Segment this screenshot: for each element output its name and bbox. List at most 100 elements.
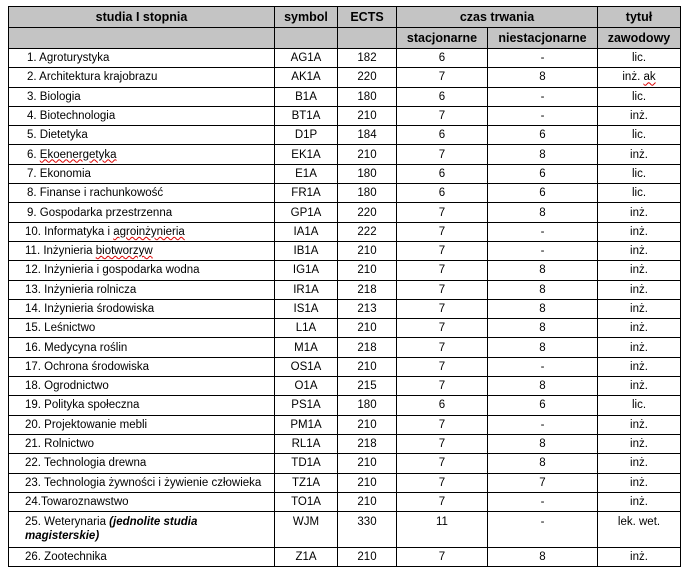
ects-cell: 180	[337, 183, 397, 204]
header-empty	[337, 27, 397, 49]
header-symbol: symbol	[274, 6, 338, 28]
parttime-cell: 6	[487, 163, 598, 185]
parttime-cell: 8	[487, 298, 598, 320]
parttime-cell: 8	[487, 260, 598, 281]
table-row: 24.Towaroznawstwo TO1A 210 7- inż.	[8, 491, 681, 513]
title-cell: inż.	[597, 298, 681, 320]
fulltime-cell: 7	[396, 279, 488, 300]
program-name: 12. Inżynieria i gospodarka wodna	[8, 260, 275, 281]
title-cell: lic.	[597, 163, 681, 185]
header-row-1: studia I stopnia symbol ECTS czas trwani…	[8, 6, 681, 28]
parttime-cell: 6	[487, 395, 598, 416]
symbol-cell: EK1A	[274, 144, 338, 165]
table-row: 20. Projektowanie mebli PM1A 210 7- inż.	[8, 414, 681, 435]
table-row: 17. Ochrona środowiska OS1A 210 7- inż.	[8, 356, 681, 378]
program-name-text: 1. Agroturystyka	[27, 52, 110, 65]
fulltime-cell: 7	[396, 221, 488, 242]
parttime-cell: 8	[487, 67, 598, 88]
symbol-cell: IA1A	[274, 221, 338, 242]
title-cell: inż.	[597, 453, 681, 474]
symbol-cell: E1A	[274, 163, 338, 185]
title-cell: inż.	[597, 376, 681, 397]
table-row: 7. Ekonomia E1A 180 6 6 lic.	[8, 163, 681, 185]
title-cell: inż.	[597, 260, 681, 281]
program-name-text: 16. Medycyna roślin	[25, 341, 128, 354]
symbol-cell: B1A	[274, 86, 338, 107]
table-row: 13. Inżynieria rolnicza IR1A 218 7 8 inż.	[8, 279, 681, 300]
program-name: 4. Biotechnologia	[8, 105, 275, 127]
fulltime-cell: 7	[396, 356, 488, 378]
ects-cell: 222	[337, 221, 397, 242]
parttime-cell: -	[487, 240, 598, 262]
fulltime-cell: 7	[396, 144, 488, 165]
ects-cell: 180	[337, 395, 397, 416]
study-programs-table: studia I stopnia symbol ECTS czas trwani…	[8, 6, 681, 568]
table-row: 21. Rolnictwo RL1A 218 7 8 inż.	[8, 433, 681, 455]
fulltime-cell: 6	[396, 395, 488, 416]
title-cell: inż.	[597, 202, 681, 223]
parttime-cell: 8	[487, 376, 598, 397]
parttime-cell: -	[487, 414, 598, 435]
parttime-cell: 8	[487, 547, 598, 568]
program-name-text: 26. Zootechnika	[25, 551, 107, 564]
program-name: 21. Rolnictwo	[8, 433, 275, 455]
table-row: 9. Gospodarka przestrzenna GP1A 220 7 8 inż.	[8, 202, 681, 223]
program-name: 19. Polityka społeczna	[8, 395, 275, 416]
program-name-text: 4. Biotechnologia	[27, 110, 116, 123]
table-row: 15. Leśnictwo L1A 210 7 8 inż.	[8, 318, 681, 339]
program-name-text: 21. Rolnictwo	[25, 438, 95, 451]
fulltime-cell: 7	[396, 337, 488, 358]
program-name: 13. Inżynieria rolnicza	[8, 279, 275, 300]
parttime-cell: 8	[487, 279, 598, 300]
symbol-cell: RL1A	[274, 433, 338, 455]
program-name-text: 25. Weterynaria	[25, 516, 106, 529]
symbol-cell: M1A	[274, 337, 338, 358]
program-name-text: 22. Technologia drewna	[25, 457, 147, 470]
ects-cell: 210	[337, 144, 397, 165]
symbol-cell: TO1A	[274, 491, 338, 513]
parttime-cell: -	[487, 491, 598, 513]
header-title-bottom: zawodowy	[597, 27, 681, 49]
symbol-cell: O1A	[274, 376, 338, 397]
table-row: 5. Dietetyka D1P 184 6 6 lic.	[8, 125, 681, 146]
symbol-cell: TZ1A	[274, 472, 338, 493]
title-cell: inż.	[597, 337, 681, 358]
title-cell: inż.	[597, 547, 681, 568]
table-row: 4. Biotechnologia BT1A 210 7- inż.	[8, 105, 681, 127]
title-cell: inż.	[597, 240, 681, 262]
title-cell: inż. ak	[597, 67, 681, 88]
fulltime-cell: 7	[396, 414, 488, 435]
table-row: 1. Agroturystyka AG1A 182 6- lic.	[8, 47, 681, 69]
fulltime-cell: 7	[396, 298, 488, 320]
parttime-cell: 7	[487, 472, 598, 493]
program-name: 1. Agroturystyka	[8, 47, 275, 69]
program-name-text: 8. Finanse i rachunkowość	[27, 187, 164, 200]
ects-cell: 220	[337, 67, 397, 88]
program-name: 16. Medycyna roślin	[8, 337, 275, 358]
program-name-text: 2. Architektura krajobrazu	[27, 71, 158, 84]
program-name-text: 6. Ekoenergetyka	[27, 148, 117, 161]
table-row: 25. Weterynaria (jednolite studia magist…	[8, 511, 681, 549]
title-cell: lic.	[597, 86, 681, 107]
symbol-cell: L1A	[274, 318, 338, 339]
program-name-text: 15. Leśnictwo	[25, 322, 96, 335]
table-row: 16. Medycyna roślin M1A 218 7 8 inż.	[8, 337, 681, 358]
ects-cell: 182	[337, 47, 397, 69]
title-cell: inż.	[597, 356, 681, 378]
symbol-cell: BT1A	[274, 105, 338, 127]
ects-cell: 210	[337, 472, 397, 493]
program-name-text: 19. Polityka społeczna	[25, 399, 140, 412]
fulltime-cell: 7	[396, 433, 488, 455]
program-name-text: 9. Gospodarka przestrzenna	[27, 206, 173, 219]
parttime-cell: 8	[487, 144, 598, 165]
title-cell: lek. wet.	[597, 511, 681, 549]
title-cell: lic.	[597, 395, 681, 416]
program-note: (jednolite studia magisterskie)	[25, 516, 198, 543]
fulltime-cell: 6	[396, 125, 488, 146]
table-row: 18. Ogrodnictwo O1A 215 7 8 inż.	[8, 376, 681, 397]
parttime-cell: 8	[487, 318, 598, 339]
title-cell: inż.	[597, 318, 681, 339]
parttime-cell: 8	[487, 337, 598, 358]
table-row: 12. Inżynieria i gospodarka wodna IG1A 210…	[8, 260, 681, 281]
ects-cell: 210	[337, 491, 397, 513]
